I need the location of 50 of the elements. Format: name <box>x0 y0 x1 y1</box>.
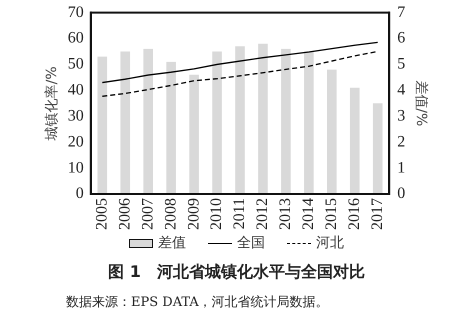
bar <box>143 48 154 194</box>
bar <box>304 51 314 194</box>
bar <box>166 62 176 194</box>
y2-axis-title: 差值/% <box>412 80 429 126</box>
y-tick-label: 50 <box>68 56 84 73</box>
x-tick-label: 2007 <box>139 198 156 230</box>
y-tick-label: 70 <box>68 4 84 21</box>
y2-tick-label: 2 <box>397 133 406 150</box>
x-tick-label: 2013 <box>277 198 294 230</box>
bar <box>281 48 291 194</box>
line-series <box>102 50 378 97</box>
x-tick-label: 2010 <box>208 198 226 230</box>
x-tick-label: 2011 <box>231 198 248 230</box>
y-tick-label: 20 <box>68 133 84 150</box>
y2-tick-label: 0 <box>397 185 406 202</box>
legend-label: 全国 <box>237 234 265 252</box>
bar <box>97 56 108 194</box>
bar <box>350 88 360 194</box>
bar <box>120 51 130 194</box>
x-tick-label: 2015 <box>323 198 340 230</box>
y2-tick-label: 3 <box>397 107 406 124</box>
y-tick-label: 40 <box>68 82 84 99</box>
y-tick-label: 60 <box>68 30 84 47</box>
x-tick-label: 2006 <box>116 198 134 230</box>
x-tick-label: 2009 <box>185 198 202 230</box>
bar <box>189 74 199 194</box>
x-tick-label: 2012 <box>254 198 272 230</box>
legend-label: 河北 <box>316 234 344 252</box>
y2-tick-label: 5 <box>397 56 406 73</box>
legend-label: 差值 <box>158 234 186 252</box>
bar <box>235 46 245 194</box>
y-axis-title: 城镇化率/% <box>44 66 60 142</box>
text: 图 1 河北省城镇化水平与全国对比 <box>107 262 366 283</box>
bar <box>258 44 268 194</box>
y2-tick-label: 7 <box>397 4 406 21</box>
bar <box>326 70 337 194</box>
x-tick-label: 2005 <box>93 198 110 230</box>
y2-tick-label: 6 <box>397 30 406 47</box>
x-tick-label: 2017 <box>368 198 386 230</box>
y-tick-label: 30 <box>68 107 84 124</box>
x-tick-label: 2014 <box>300 198 318 230</box>
y-tick-label: 10 <box>68 159 84 176</box>
y-tick-label: 0 <box>76 185 84 202</box>
y2-tick-label: 4 <box>397 82 406 99</box>
y2-tick-label: 1 <box>397 159 406 176</box>
x-tick-label: 2016 <box>346 198 363 230</box>
bar <box>372 103 383 194</box>
source-note: 数据来源：EPS DATA，河北省统计局数据。 <box>66 294 329 311</box>
x-tick-label: 2008 <box>162 198 180 230</box>
bar <box>212 51 222 194</box>
